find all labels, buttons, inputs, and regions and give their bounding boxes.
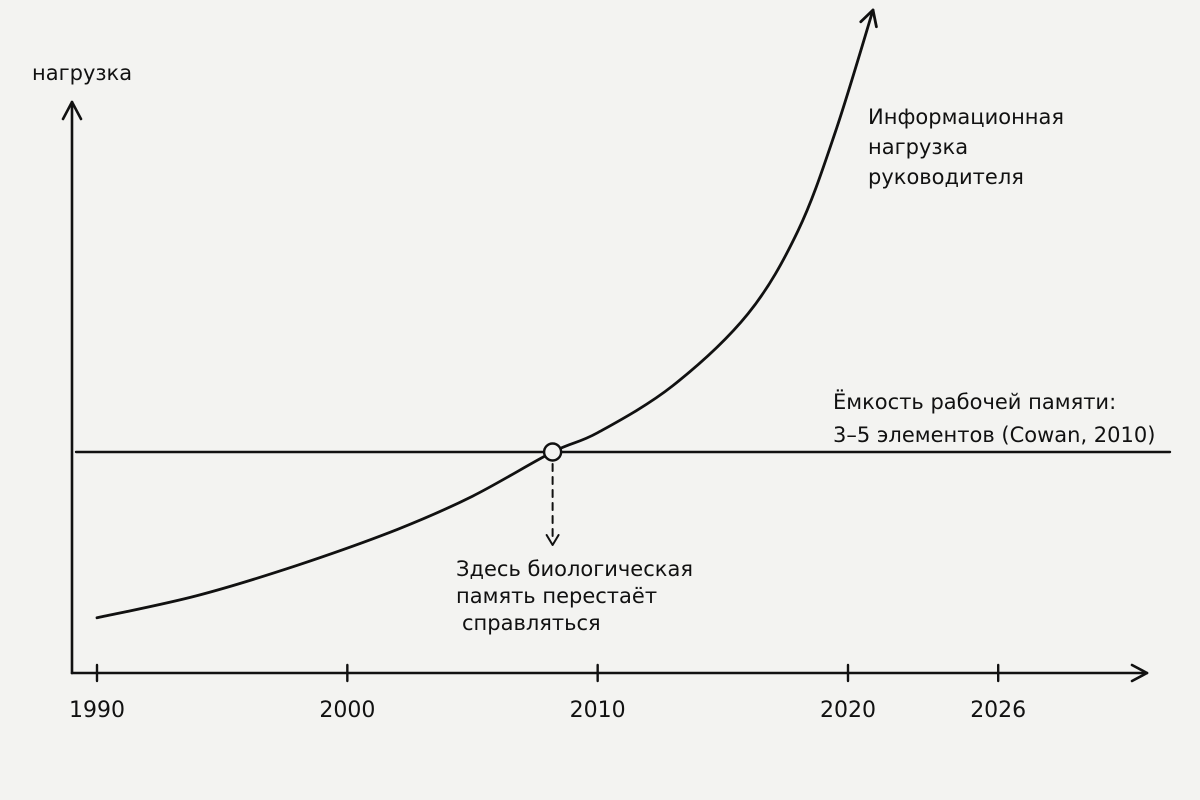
series-label-3: руководителя [868,165,1024,189]
reference-line-label-1: Ёмкость рабочей памяти: [833,389,1116,414]
series-label-2: нагрузка [868,135,968,159]
annotation-group: Здесь биологическая память перестаёт справ… [456,442,693,635]
annotation-arrow [545,534,560,546]
series-group: Информационная нагрузка руководителя [95,8,1064,620]
series-label-1: Информационная [868,105,1064,129]
x-tick-label-2026: 2026 [970,698,1026,723]
annotation-text-3: справляться [462,611,601,635]
series-arrow [859,8,878,29]
reference-line-label-2: 3–5 элементов (Cowan, 2010) [833,423,1155,447]
x-axis-arrow [1130,663,1149,683]
annotation-text-1: Здесь биологическая [456,557,693,581]
y-axis-arrow [61,100,83,121]
annotation-text-2: память перестаёт [456,584,657,608]
x-tick-label-2020: 2020 [820,698,876,723]
intersection-marker [542,442,563,462]
x-tick-label-2000: 2000 [319,698,375,723]
x-ticks: 1990 2000 2010 2020 2026 [69,663,1026,723]
reference-line-group: Ёмкость рабочей памяти: 3–5 элементов (Co… [74,389,1172,454]
x-tick-label-2010: 2010 [570,698,626,723]
axes: нагрузка [32,61,1149,683]
series-line [95,8,875,620]
x-tick-label-1990: 1990 [69,698,125,723]
y-axis-label: нагрузка [32,61,132,85]
